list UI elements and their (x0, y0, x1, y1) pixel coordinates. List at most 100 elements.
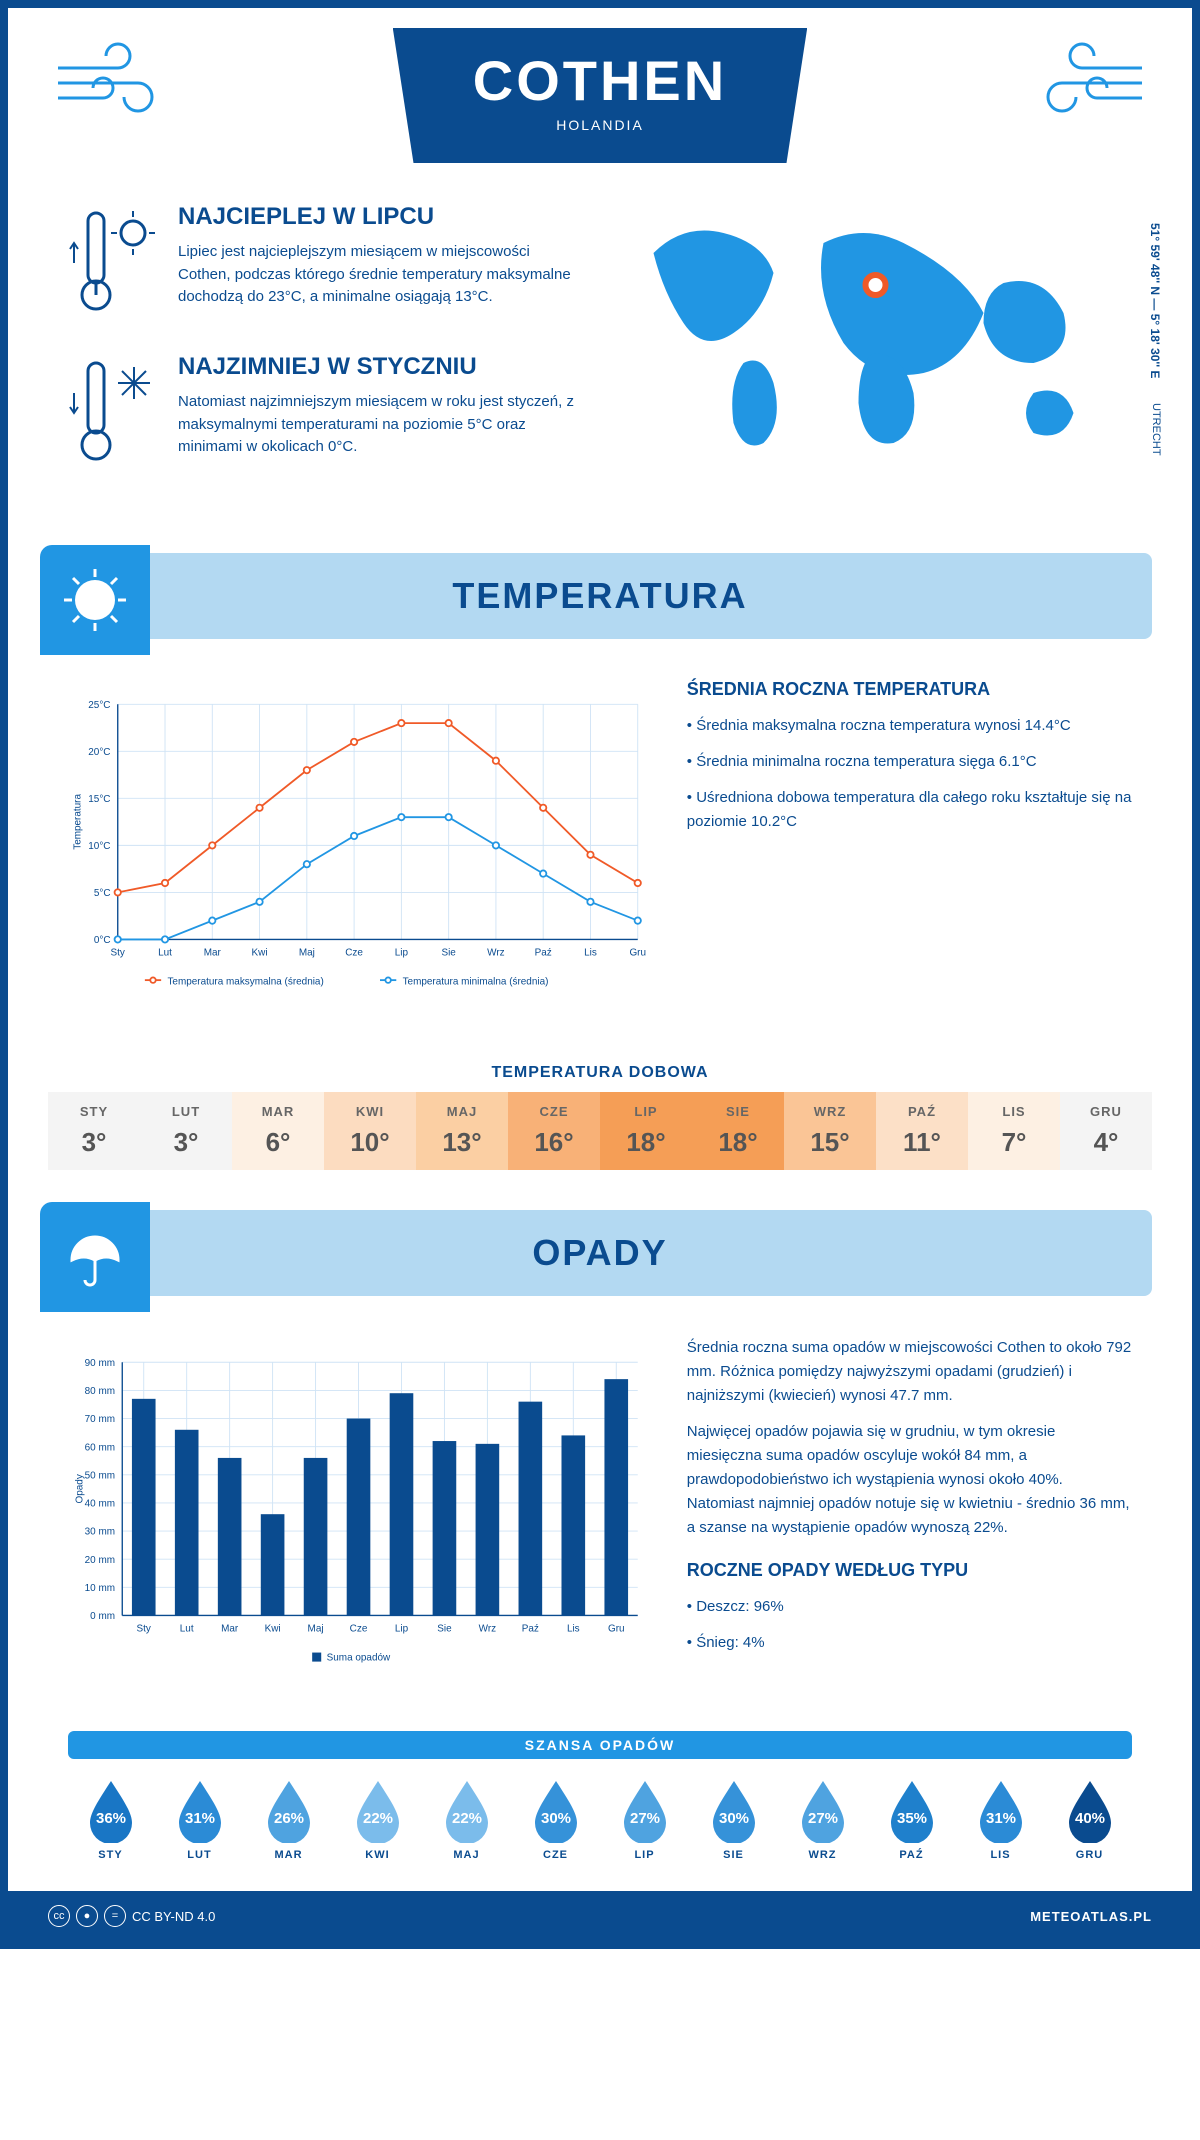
precipitation-title: OPADY (48, 1232, 1152, 1274)
precipitation-body: 0 mm10 mm20 mm30 mm40 mm50 mm60 mm70 mm8… (8, 1326, 1192, 1731)
title-block: COTHEN HOLANDIA (393, 28, 807, 163)
svg-text:Wrz: Wrz (479, 1624, 497, 1635)
daily-temp-title: TEMPERATURA DOBOWA (8, 1064, 1192, 1082)
svg-text:Temperatura: Temperatura (73, 794, 84, 850)
warmest-fact: NAJCIEPLEJ W LIPCU Lipiec jest najcieple… (68, 203, 585, 323)
svg-text:Sie: Sie (441, 948, 456, 959)
rain-drop-item: 40%GRU (1047, 1779, 1132, 1861)
precip-type-2: • Śnieg: 4% (687, 1631, 1132, 1655)
rain-drop-item: 30%SIE (691, 1779, 776, 1861)
avg-temp-bullet-3: • Uśredniona dobowa temperatura dla całe… (687, 786, 1132, 834)
svg-text:Wrz: Wrz (487, 948, 505, 959)
avg-temp-bullet-2: • Średnia minimalna roczna temperatura s… (687, 750, 1132, 774)
svg-text:31%: 31% (184, 1810, 214, 1827)
svg-text:25°C: 25°C (88, 700, 110, 711)
svg-text:80 mm: 80 mm (85, 1386, 115, 1397)
intro-section: NAJCIEPLEJ W LIPCU Lipiec jest najcieple… (8, 163, 1192, 543)
svg-text:20 mm: 20 mm (85, 1555, 115, 1566)
svg-text:Lip: Lip (395, 1624, 409, 1635)
svg-text:31%: 31% (985, 1810, 1015, 1827)
rain-drop-item: 26%MAR (246, 1779, 331, 1861)
rain-drop-item: 31%LUT (157, 1779, 242, 1861)
svg-text:Maj: Maj (299, 948, 315, 959)
svg-text:15°C: 15°C (88, 794, 110, 805)
rain-chance-row: 36%STY31%LUT26%MAR22%KWI22%MAJ30%CZE27%L… (8, 1769, 1192, 1891)
temperature-title: TEMPERATURA (48, 575, 1152, 617)
svg-text:Lis: Lis (567, 1624, 580, 1635)
warmest-title: NAJCIEPLEJ W LIPCU (178, 203, 585, 231)
daily-temp-cell: CZE16° (508, 1092, 600, 1170)
header: COTHEN HOLANDIA (8, 8, 1192, 163)
thermometer-cold-icon (68, 353, 158, 473)
svg-text:30%: 30% (540, 1810, 570, 1827)
svg-text:40 mm: 40 mm (85, 1499, 115, 1510)
precipitation-summary: Średnia roczna suma opadów w miejscowośc… (687, 1336, 1132, 1701)
cc-icon: cc (48, 1905, 70, 1927)
umbrella-badge-icon (40, 1202, 150, 1312)
svg-text:Suma opadów: Suma opadów (327, 1653, 391, 1664)
rain-drop-item: 31%LIS (958, 1779, 1043, 1861)
rain-drop-item: 27%LIP (602, 1779, 687, 1861)
svg-text:Kwi: Kwi (265, 1624, 281, 1635)
svg-text:20°C: 20°C (88, 747, 110, 758)
svg-text:Mar: Mar (221, 1624, 239, 1635)
coordinates-label: 51° 59' 48'' N — 5° 18' 30'' E (1148, 223, 1162, 378)
svg-text:0°C: 0°C (94, 935, 111, 946)
precip-para-1: Średnia roczna suma opadów w miejscowośc… (687, 1336, 1132, 1408)
svg-text:40%: 40% (1074, 1810, 1104, 1827)
precipitation-chart: 0 mm10 mm20 mm30 mm40 mm50 mm60 mm70 mm8… (68, 1336, 647, 1701)
svg-text:Gru: Gru (608, 1624, 625, 1635)
license-text: CC BY-ND 4.0 (132, 1909, 215, 1924)
daily-temp-row: STY3°LUT3°MAR6°KWI10°MAJ13°CZE16°LIP18°S… (48, 1092, 1152, 1170)
precipitation-header: OPADY (48, 1210, 1152, 1296)
temperature-header: TEMPERATURA (48, 553, 1152, 639)
svg-text:27%: 27% (629, 1810, 659, 1827)
daily-temp-cell: PAŹ11° (876, 1092, 968, 1170)
daily-temp-cell: STY3° (48, 1092, 140, 1170)
svg-text:Lut: Lut (158, 948, 172, 959)
temperature-summary: ŚREDNIA ROCZNA TEMPERATURA • Średnia mak… (687, 679, 1132, 1024)
by-icon: ● (76, 1905, 98, 1927)
rain-drop-item: 36%STY (68, 1779, 153, 1861)
avg-temp-bullet-1: • Średnia maksymalna roczna temperatura … (687, 714, 1132, 738)
wind-icon-left (48, 28, 188, 128)
world-map-icon (615, 203, 1132, 463)
rain-drop-item: 22%MAJ (424, 1779, 509, 1861)
rain-drop-item: 27%WRZ (780, 1779, 865, 1861)
svg-text:10 mm: 10 mm (85, 1583, 115, 1594)
precip-para-2: Najwięcej opadów pojawia się w grudniu, … (687, 1420, 1132, 1540)
avg-temp-title: ŚREDNIA ROCZNA TEMPERATURA (687, 679, 1132, 700)
license-block: cc ● = CC BY-ND 4.0 (48, 1905, 215, 1927)
svg-text:Sie: Sie (437, 1624, 452, 1635)
svg-text:Temperatura minimalna (średnia: Temperatura minimalna (średnia) (403, 977, 549, 988)
temperature-chart: 0°C5°C10°C15°C20°C25°CStyLutMarKwiMajCze… (68, 679, 647, 1024)
svg-text:60 mm: 60 mm (85, 1442, 115, 1453)
footer: cc ● = CC BY-ND 4.0 METEOATLAS.PL (8, 1891, 1192, 1941)
svg-text:70 mm: 70 mm (85, 1414, 115, 1425)
svg-text:0 mm: 0 mm (90, 1611, 115, 1622)
country-subtitle: HOLANDIA (473, 117, 727, 133)
svg-text:5°C: 5°C (94, 888, 111, 899)
coldest-fact: NAJZIMNIEJ W STYCZNIU Natomiast najzimni… (68, 353, 585, 473)
daily-temp-cell: SIE18° (692, 1092, 784, 1170)
svg-text:Sty: Sty (111, 948, 125, 959)
wind-icon-right (1012, 28, 1152, 128)
rain-chance-title: SZANSA OPADÓW (68, 1731, 1132, 1759)
svg-text:50 mm: 50 mm (85, 1470, 115, 1481)
daily-temp-cell: MAR6° (232, 1092, 324, 1170)
svg-text:Cze: Cze (350, 1624, 368, 1635)
svg-text:36%: 36% (95, 1810, 125, 1827)
precip-type-title: ROCZNE OPADY WEDŁUG TYPU (687, 1560, 1132, 1581)
svg-text:22%: 22% (362, 1810, 392, 1827)
page-frame: COTHEN HOLANDIA NAJCIEPLEJ W LIPCU Lipie… (0, 0, 1200, 1949)
svg-text:Maj: Maj (308, 1624, 324, 1635)
svg-text:Opady: Opady (74, 1474, 85, 1503)
svg-text:Lut: Lut (180, 1624, 194, 1635)
daily-temp-cell: KWI10° (324, 1092, 416, 1170)
daily-temp-cell: LUT3° (140, 1092, 232, 1170)
svg-text:Lip: Lip (395, 948, 409, 959)
coldest-text: Natomiast najzimniejszym miesiącem w rok… (178, 391, 585, 459)
city-title: COTHEN (473, 48, 727, 113)
daily-temp-cell: LIP18° (600, 1092, 692, 1170)
svg-text:Temperatura maksymalna (średni: Temperatura maksymalna (średnia) (167, 977, 323, 988)
